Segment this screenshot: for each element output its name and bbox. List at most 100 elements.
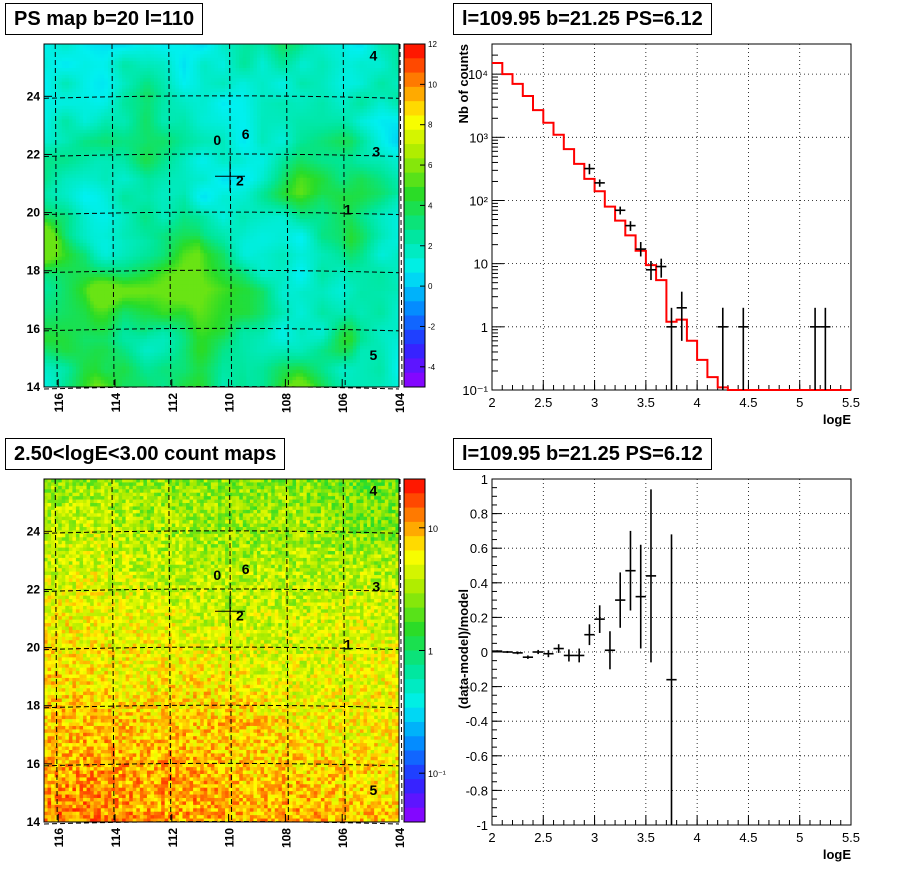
y-tick-label: 20 (27, 206, 41, 220)
x-tick-label: 5.5 (842, 395, 860, 410)
residual-point (522, 655, 534, 659)
data-point (738, 307, 749, 390)
colorbar-band (404, 521, 425, 537)
map-grid-longitude (342, 478, 346, 823)
x-tick-label: 106 (336, 828, 350, 848)
colorbar-tick-label: 10⁻¹ (428, 769, 446, 779)
x-axis-label: logE (823, 412, 851, 427)
colorbar-band (404, 779, 425, 794)
colorbar-band (404, 764, 425, 780)
x-tick-label: 3 (591, 830, 598, 845)
y-tick-label: 14 (27, 380, 41, 394)
residual-title: l=109.95 b=21.25 PS=6.12 (453, 438, 712, 470)
colorbar-tick-label: -4 (428, 363, 436, 372)
residual-point (635, 544, 646, 649)
colorbar-band (404, 158, 425, 174)
colorbar-band (404, 229, 425, 245)
x-tick-label: 110 (223, 828, 237, 848)
map-grid (43, 478, 403, 825)
residual-point (604, 631, 616, 670)
y-tick-label: 16 (27, 322, 41, 336)
colorbar: 10 1 10⁻¹ (403, 478, 446, 823)
map-grid-longitude (399, 478, 403, 823)
colorbar-band (404, 172, 425, 188)
x-tick-label: 114 (109, 828, 123, 848)
x-tick-label: 114 (109, 393, 123, 413)
x-tick-label: 108 (279, 828, 293, 848)
colorbar-band (404, 72, 425, 88)
colorbar-band (404, 479, 425, 494)
map-grid-longitude (54, 478, 58, 823)
residual-point (502, 650, 513, 654)
colorbar-band (404, 115, 425, 131)
y-tick-label: 10⁻¹ (462, 383, 488, 398)
x-tick-label: 4 (694, 395, 701, 410)
map-grid-latitude (43, 269, 400, 274)
colorbar-band (404, 550, 425, 566)
x-tick-label: 106 (336, 393, 350, 413)
colorbar-band (404, 564, 425, 580)
source-label: 0 (213, 132, 221, 148)
source-label: 2 (236, 173, 244, 189)
map-grid-longitude (399, 43, 403, 388)
y-tick-label: 18 (27, 699, 41, 713)
colorbar-frame (403, 43, 426, 388)
source-label: 5 (370, 347, 378, 363)
y-tick-label: 0.4 (470, 576, 488, 591)
colorbar-band (404, 679, 425, 694)
colorbar-tick-label: 6 (428, 161, 433, 170)
colorbar: 12 10 8 6 4 2 0 -2 -4 (403, 40, 437, 388)
x-tick-label: 116 (52, 393, 66, 413)
x-tick-label: 3 (591, 395, 598, 410)
map-grid-longitude (285, 478, 289, 823)
colorbar-band (404, 664, 425, 680)
source-label: 2 (236, 608, 244, 624)
data-point (809, 307, 821, 390)
colorbar-band (404, 536, 425, 551)
x-tick-label: 4 (694, 830, 701, 845)
map-grid (43, 43, 403, 390)
colorbar-band (404, 186, 425, 202)
map-grid-longitude (229, 478, 233, 823)
colorbar-band (404, 593, 425, 609)
x-tick-label: 116 (52, 828, 66, 848)
x-tick-label: 5.5 (842, 830, 860, 845)
colorbar-band (404, 750, 425, 766)
y-tick-label: 0 (481, 645, 488, 660)
y-tick-label: 14 (27, 815, 41, 829)
map-grid-longitude (285, 43, 289, 388)
x-tick-label: 2.5 (534, 395, 552, 410)
colorbar-band (404, 607, 425, 623)
source-label: 3 (372, 144, 380, 160)
y-tick-label: 0.8 (470, 507, 488, 522)
map-grid-longitude (168, 478, 172, 823)
map-grid-latitude (43, 704, 400, 709)
data-point (625, 221, 636, 231)
colorbar-band (404, 372, 425, 388)
source-label: 3 (372, 579, 380, 595)
x-tick-label: 112 (166, 393, 180, 413)
colorbar-band (404, 721, 425, 737)
colorbar-band (404, 579, 425, 594)
residual-point (645, 489, 657, 663)
colorbar-tick-label: 10 (428, 80, 437, 89)
x-tick-label: 4.5 (739, 395, 757, 410)
map-grid-latitude (43, 386, 400, 390)
heatmap-cells (44, 44, 400, 388)
count-map-title: 2.50<logE<3.00 count maps (5, 438, 286, 470)
y-tick-label: -0.2 (466, 680, 488, 695)
colorbar-band (404, 201, 425, 216)
data-point (594, 179, 605, 187)
x-tick-label: 5 (796, 395, 803, 410)
residual-point (584, 624, 595, 646)
residual-point (615, 572, 626, 628)
colorbar-tick-label: 4 (428, 201, 433, 210)
spectrum-title: l=109.95 b=21.25 PS=6.12 (453, 3, 712, 35)
y-axis-label: Nb of counts (456, 44, 471, 123)
colorbar-band (404, 707, 425, 723)
y-tick-label: -0.8 (466, 783, 488, 798)
colorbar-band (404, 44, 425, 59)
data-point (635, 242, 646, 257)
